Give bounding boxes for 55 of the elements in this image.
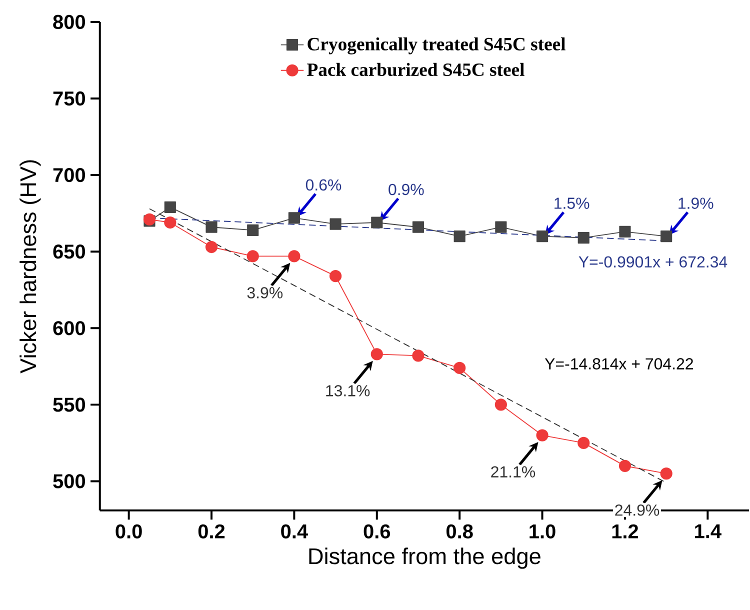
point [370, 348, 383, 360]
point [164, 216, 176, 228]
annotation: 24.9% [615, 504, 660, 516]
annotation: 0.9% [388, 184, 424, 196]
x-tick-label: 0.6 [364, 524, 390, 538]
y-tick-label: 800 [53, 14, 86, 29]
point [618, 460, 632, 472]
point [660, 467, 672, 480]
annotation: 13.1% [326, 384, 370, 396]
x-tick-label: 0.0 [116, 524, 142, 538]
point [330, 218, 342, 230]
point [619, 226, 631, 238]
legend-label: Pack carburized S45C steel [307, 62, 524, 76]
point [578, 232, 590, 244]
point [246, 250, 259, 262]
point [454, 230, 466, 242]
y-tick-label: 600 [53, 320, 86, 336]
annotation: 1.9% [678, 198, 714, 209]
point [371, 216, 383, 228]
point [578, 436, 590, 449]
point [494, 398, 507, 411]
point [288, 212, 300, 224]
point [412, 350, 424, 362]
annotation: Y=-0.9901x + 672.34 [578, 256, 728, 268]
y-tick-label: 550 [53, 398, 86, 412]
point [164, 201, 176, 213]
annotation: 0.6% [306, 179, 342, 190]
point [247, 224, 259, 236]
point [660, 230, 672, 242]
annotation: Y=-14.814x + 704.22 [544, 358, 693, 370]
point [454, 362, 466, 374]
point [536, 429, 548, 442]
legend-label: Cryogenically treated S45C steel [308, 37, 566, 54]
x-tick-label: 1.0 [530, 524, 556, 538]
y-tick-label: 500 [53, 474, 86, 488]
point [412, 221, 424, 233]
y-axis-title: Vicker hardness (HV) [20, 160, 41, 374]
annotation: 1.5% [554, 198, 590, 209]
x-tick-label: 1.4 [695, 524, 722, 538]
annotation: 21.1% [491, 466, 536, 478]
x-tick-label: 0.8 [446, 524, 473, 538]
y-tick-label: 750 [53, 91, 86, 106]
point [329, 270, 342, 282]
annotation: 3.9% [247, 286, 283, 298]
y-tick-label: 650 [53, 244, 86, 259]
point [288, 250, 300, 262]
x-axis-title: Distance from the edge [309, 548, 540, 569]
y-tick-label: 700 [53, 168, 86, 182]
x-tick-label: 1.2 [612, 524, 638, 538]
point [495, 221, 507, 233]
x-tick-label: 0.2 [198, 524, 225, 538]
point [536, 230, 548, 242]
x-tick-label: 0.4 [281, 524, 308, 538]
point [206, 221, 218, 233]
point [205, 240, 218, 253]
